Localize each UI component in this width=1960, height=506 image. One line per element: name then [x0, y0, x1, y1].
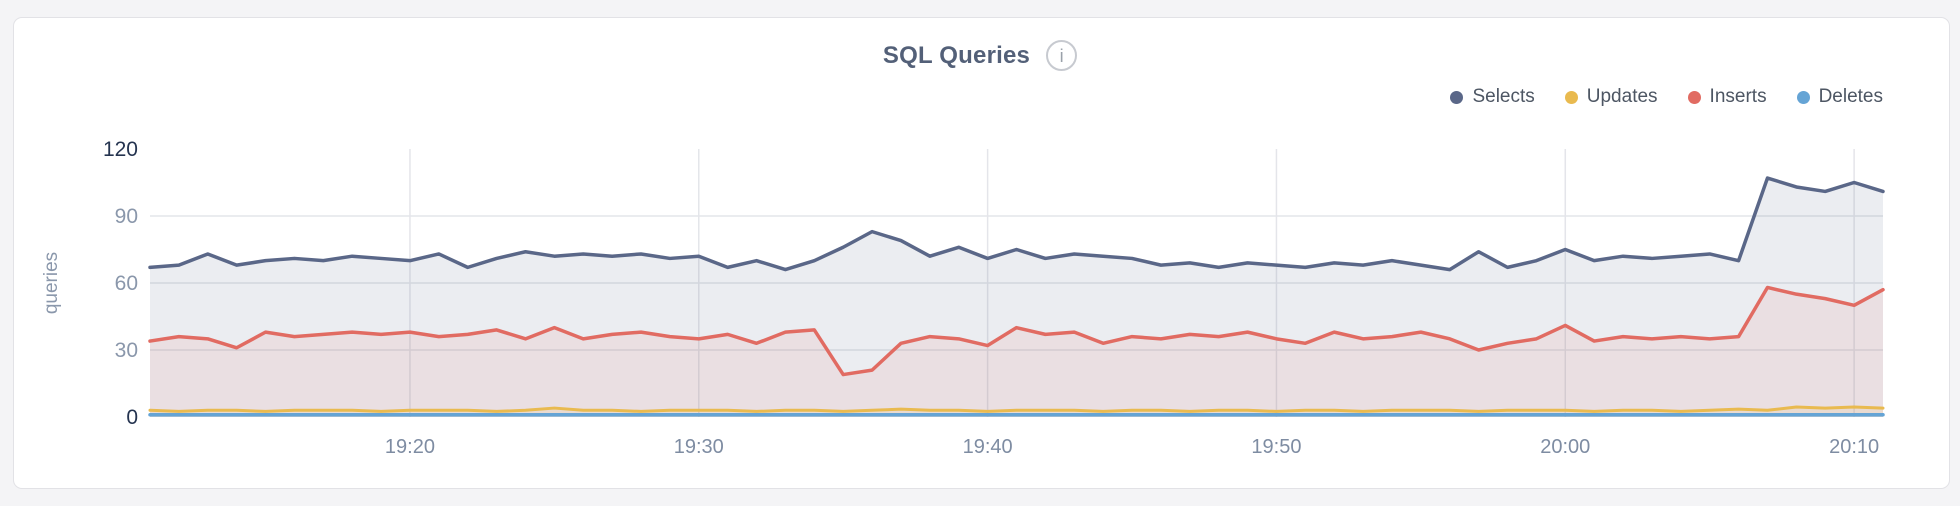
selects-dot-icon: [1450, 90, 1464, 104]
legend-item-selects[interactable]: Selects: [1450, 86, 1535, 108]
y-tick-label: 90: [115, 205, 138, 228]
legend-label: Inserts: [1709, 86, 1767, 107]
x-tick-label: 20:00: [1540, 436, 1590, 458]
legend-label: Deletes: [1818, 86, 1883, 107]
chart-title: SQL Queries: [882, 41, 1031, 69]
updates-dot-icon: [1564, 90, 1578, 104]
x-tick-label: 19:40: [963, 436, 1013, 458]
chart-header: SQL Queries i: [0, 40, 1960, 71]
legend-label: Selects: [1472, 86, 1535, 107]
y-tick-label: 60: [115, 272, 138, 295]
y-tick-label: 30: [115, 339, 138, 362]
y-tick-label: 120: [103, 138, 138, 161]
series-line-selects: [148, 176, 1885, 272]
legend-item-updates[interactable]: Updates: [1564, 86, 1658, 108]
series-line-inserts: [148, 285, 1885, 377]
x-tick-label: 19:50: [1251, 436, 1301, 458]
inserts-dot-icon: [1687, 90, 1701, 104]
legend-item-deletes[interactable]: Deletes: [1796, 86, 1883, 108]
deletes-dot-icon: [1796, 90, 1810, 104]
x-tick-label: 19:20: [385, 436, 435, 458]
series-area-selects: [150, 178, 1883, 417]
series-line-updates: [148, 405, 1885, 413]
x-tick-label: 20:10: [1829, 436, 1879, 458]
info-icon[interactable]: i: [1046, 40, 1078, 71]
x-tick-label: 19:30: [674, 436, 724, 458]
series-area-inserts: [150, 287, 1883, 417]
chart-legend: Selects Updates Inserts Deletes: [1450, 86, 1883, 108]
legend-item-inserts[interactable]: Inserts: [1687, 86, 1767, 108]
y-tick-label: 0: [126, 406, 138, 429]
legend-label: Updates: [1586, 86, 1658, 107]
